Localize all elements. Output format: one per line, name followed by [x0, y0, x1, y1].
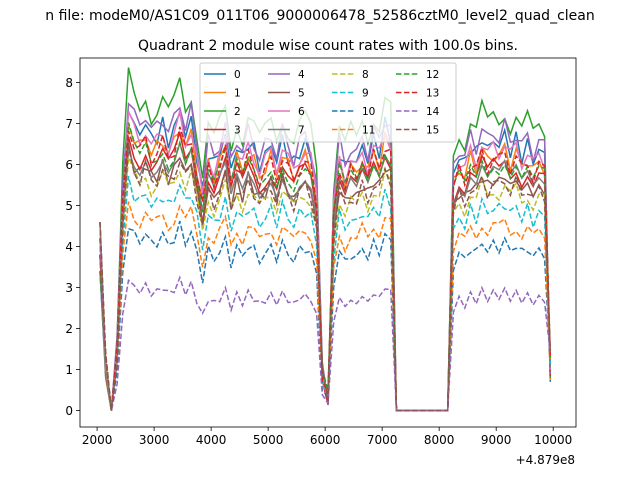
x-tick-label: 7000: [367, 433, 398, 447]
legend-label-8: 8: [362, 69, 369, 81]
legend-label-2: 2: [234, 106, 241, 118]
series-line-10: [99, 220, 552, 412]
x-tick-label: 4000: [196, 433, 227, 447]
x-tick-label: 10000: [534, 433, 572, 447]
legend-label-5: 5: [298, 88, 305, 100]
x-axis: 2000 3000 4000 5000 6000 7000 8000 9000 10000: [82, 427, 572, 447]
y-tick-label: 4: [65, 240, 73, 254]
y-axis: 0 1 2 3 4 5 6 7 8: [65, 76, 80, 418]
x-tick-label: 2000: [82, 433, 113, 447]
x-tick-label: 5000: [253, 433, 284, 447]
plot-frame: [79, 57, 577, 428]
series-line-3: [99, 130, 552, 412]
x-tick-label: 3000: [139, 433, 170, 447]
series-line-13: [99, 126, 552, 412]
y-tick-label: 1: [65, 363, 73, 377]
y-tick-label: 6: [65, 158, 73, 172]
y-tick-label: 8: [65, 76, 73, 90]
y-tick-label: 0: [65, 404, 73, 418]
series-line-9: [99, 175, 552, 412]
y-tick-label: 5: [65, 199, 73, 213]
series-line-14: [99, 238, 552, 412]
x-offset-label: +4.879e8: [516, 453, 575, 467]
series-line-12: [99, 122, 552, 412]
legend-label-7: 7: [298, 125, 305, 137]
x-tick-label: 6000: [310, 433, 341, 447]
legend-label-4: 4: [298, 69, 305, 81]
legend-label-13: 13: [426, 88, 439, 100]
series-lines: [99, 67, 552, 412]
legend-label-12: 12: [426, 69, 439, 81]
series-line-8: [99, 157, 552, 412]
legend-label-3: 3: [234, 125, 241, 137]
y-tick-label: 2: [65, 322, 73, 336]
y-tick-label: 7: [65, 117, 73, 131]
legend-label-14: 14: [426, 106, 440, 118]
legend-label-11: 11: [362, 125, 375, 137]
y-tick-label: 3: [65, 281, 73, 295]
legend-label-1: 1: [234, 88, 241, 100]
x-tick-label: 8000: [424, 433, 455, 447]
chart-title: Quadrant 2 module wise count rates with …: [138, 38, 518, 54]
legend-label-9: 9: [362, 88, 369, 100]
legend-label-6: 6: [298, 106, 305, 118]
legend-label-0: 0: [234, 69, 241, 81]
figure-suptitle: n file: modeM0/AS1C09_011T06_9000006478_…: [45, 8, 594, 24]
series-line-15: [99, 146, 552, 412]
legend-label-15: 15: [426, 125, 439, 137]
legend-label-10: 10: [362, 106, 375, 118]
legend-frame: [199, 62, 457, 143]
x-tick-label: 9000: [481, 433, 512, 447]
series-line-5: [99, 142, 552, 412]
